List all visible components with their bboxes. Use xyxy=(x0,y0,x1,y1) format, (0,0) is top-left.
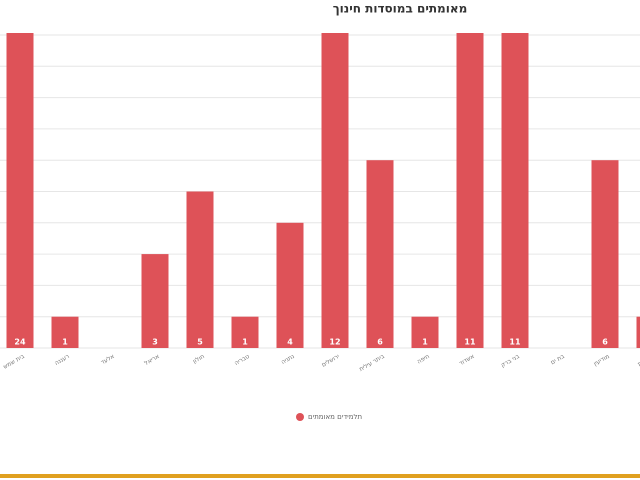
bar xyxy=(501,33,529,348)
legend-marker xyxy=(296,413,304,421)
x-tick-label: מודיעין xyxy=(592,353,610,368)
x-tick-label: חולון xyxy=(192,353,206,365)
data-label: 24 xyxy=(14,338,26,347)
x-tick-label: רחובות xyxy=(637,353,640,368)
bar xyxy=(231,316,259,348)
data-label: 11 xyxy=(464,338,476,347)
x-tick-label: אלעד xyxy=(100,353,116,366)
data-label: 6 xyxy=(377,338,383,347)
x-tick-label: נתניה xyxy=(280,353,296,366)
bar xyxy=(366,160,394,348)
data-label: 11 xyxy=(509,338,521,347)
x-tick-label: טבריה xyxy=(233,353,250,367)
data-label: 1 xyxy=(422,338,428,347)
chart-title: מאומתים במוסדות חינוך xyxy=(333,2,468,16)
x-tick-label: רעננה xyxy=(54,353,71,367)
bar xyxy=(591,160,619,348)
bar xyxy=(456,33,484,348)
x-tick-label: ביתר עילית xyxy=(358,353,386,373)
data-label: 3 xyxy=(152,338,158,347)
x-tick-label: אריאל xyxy=(143,353,161,367)
bar xyxy=(186,191,214,348)
data-label: 6 xyxy=(602,338,608,347)
bar xyxy=(141,254,169,348)
data-label: 1 xyxy=(62,338,68,347)
x-tick-label: בית שמש xyxy=(2,353,26,371)
x-tick-label: בת ים xyxy=(550,353,567,367)
bottom-bar xyxy=(0,474,640,478)
x-tick-label: חיפה xyxy=(416,353,431,366)
bar xyxy=(321,33,349,349)
bar xyxy=(276,222,304,348)
data-label: 1 xyxy=(242,338,248,347)
data-label: 12 xyxy=(329,338,340,347)
x-tick-label: בני ברק xyxy=(500,353,521,369)
bar xyxy=(6,33,34,348)
data-label: 4 xyxy=(287,338,293,347)
x-tick-label: ירושלים xyxy=(320,353,340,369)
bar xyxy=(411,316,439,348)
data-label: 5 xyxy=(197,338,203,347)
legend-label: תלמידים מאומתים xyxy=(308,413,362,421)
bar xyxy=(636,316,640,348)
bar xyxy=(51,316,79,348)
x-tick-label: אשדוד xyxy=(458,353,476,367)
